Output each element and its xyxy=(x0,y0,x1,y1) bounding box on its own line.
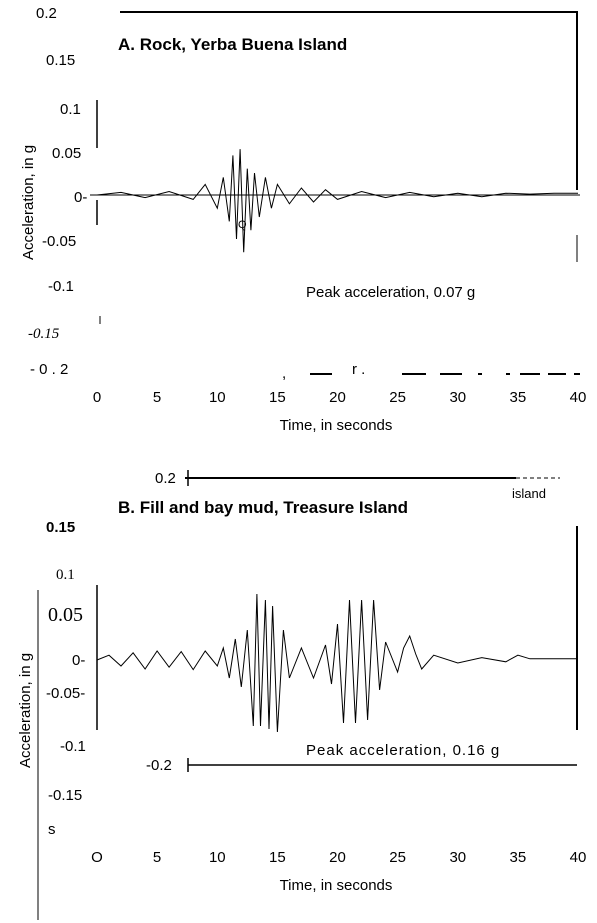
panel-b-xtick-4: 20 xyxy=(329,849,346,866)
panel-a-xlabel: Time, in seconds xyxy=(280,417,393,434)
panel-b-xtick-6: 30 xyxy=(449,849,466,866)
panel-b-ytick-5: -0.05- xyxy=(46,685,85,702)
panel-b-xtick-8: 40 xyxy=(570,849,587,866)
panel-b-xtick-7: 35 xyxy=(510,849,527,866)
panel-a-stray-r: r . xyxy=(352,361,365,378)
panel-a-xtick-7: 35 xyxy=(510,389,527,406)
panel-b-ytick-3: 0.05 xyxy=(48,604,83,626)
panel-a-xtick-2: 10 xyxy=(209,389,226,406)
panel-b-xtick-2: 10 xyxy=(209,849,226,866)
panel-b-annotation: Peak acceleration, 0.16 g xyxy=(306,742,500,759)
panel-b-xtick-0: O xyxy=(91,849,103,866)
panel-b-ytick-1: 0.15 xyxy=(46,519,75,536)
panel-b-stray-s: s xyxy=(48,821,56,838)
panel-a-xtick-5: 25 xyxy=(389,389,406,406)
panel-b-xtick-3: 15 xyxy=(269,849,286,866)
panel-a-xtick-3: 15 xyxy=(269,389,286,406)
panel-a-stray-comma: , xyxy=(282,365,286,382)
panel-a-xtick-4: 20 xyxy=(329,389,346,406)
panel-b-ytick-8: -0.2 xyxy=(146,757,172,774)
panel-b-ytick-6: -0.1 xyxy=(60,738,86,755)
panel-a: 0.2 0.15 0.1 0.05 0- -0.05 -0.1 -0.15 - … xyxy=(20,5,586,434)
panel-b-xlabel: Time, in seconds xyxy=(280,877,393,894)
panel-a-xtick-1: 5 xyxy=(153,389,161,406)
panel-a-ytick-3: 0.05 xyxy=(52,145,81,162)
panel-b-ytick-7: -0.15 xyxy=(48,787,82,804)
panel-a-title: A. Rock, Yerba Buena Island xyxy=(118,35,347,54)
panel-a-ytick-8: - 0 . 2 xyxy=(30,361,68,378)
panel-b-ytick-2: 0.1 xyxy=(56,567,75,583)
panel-b-stray-island: island xyxy=(512,486,546,501)
panel-a-xticks: 0 5 10 15 20 25 30 35 40 xyxy=(93,389,587,406)
panel-a-ytick-0: 0.2 xyxy=(36,5,57,22)
panel-a-ytick-2: 0.1 xyxy=(60,101,81,118)
panel-b-ytick-4: 0- xyxy=(72,652,85,669)
panel-a-ytick-4: 0- xyxy=(74,189,87,206)
panel-b-xticks: O 5 10 15 20 25 30 35 40 xyxy=(91,849,586,866)
panel-a-series-line xyxy=(96,149,578,253)
panel-b-xtick-5: 25 xyxy=(389,849,406,866)
panel-b-title: B. Fill and bay mud, Treasure Island xyxy=(118,498,408,517)
panel-a-xtick-0: 0 xyxy=(93,389,101,406)
panel-a-ytick-1: 0.15 xyxy=(46,52,75,69)
panel-b-series-line xyxy=(96,593,578,733)
panel-a-xtick-6: 30 xyxy=(449,389,466,406)
panel-b: island 0.2 0.15 0.1 0.05 0- -0.05- -0.1 … xyxy=(17,470,586,920)
panel-a-ytick-5: -0.05 xyxy=(42,233,76,250)
panel-a-annotation: Peak acceleration, 0.07 g xyxy=(306,284,475,301)
panel-a-ylabel: Acceleration, in g xyxy=(20,145,37,260)
panel-a-ytick-7: -0.15 xyxy=(28,326,60,342)
panel-b-ylabel: Acceleration, in g xyxy=(17,653,34,768)
panel-a-xtick-8: 40 xyxy=(570,389,587,406)
panel-a-ytick-6: -0.1 xyxy=(48,278,74,295)
panel-b-ytick-0: 0.2 xyxy=(155,470,176,487)
panel-b-xtick-1: 5 xyxy=(153,849,161,866)
